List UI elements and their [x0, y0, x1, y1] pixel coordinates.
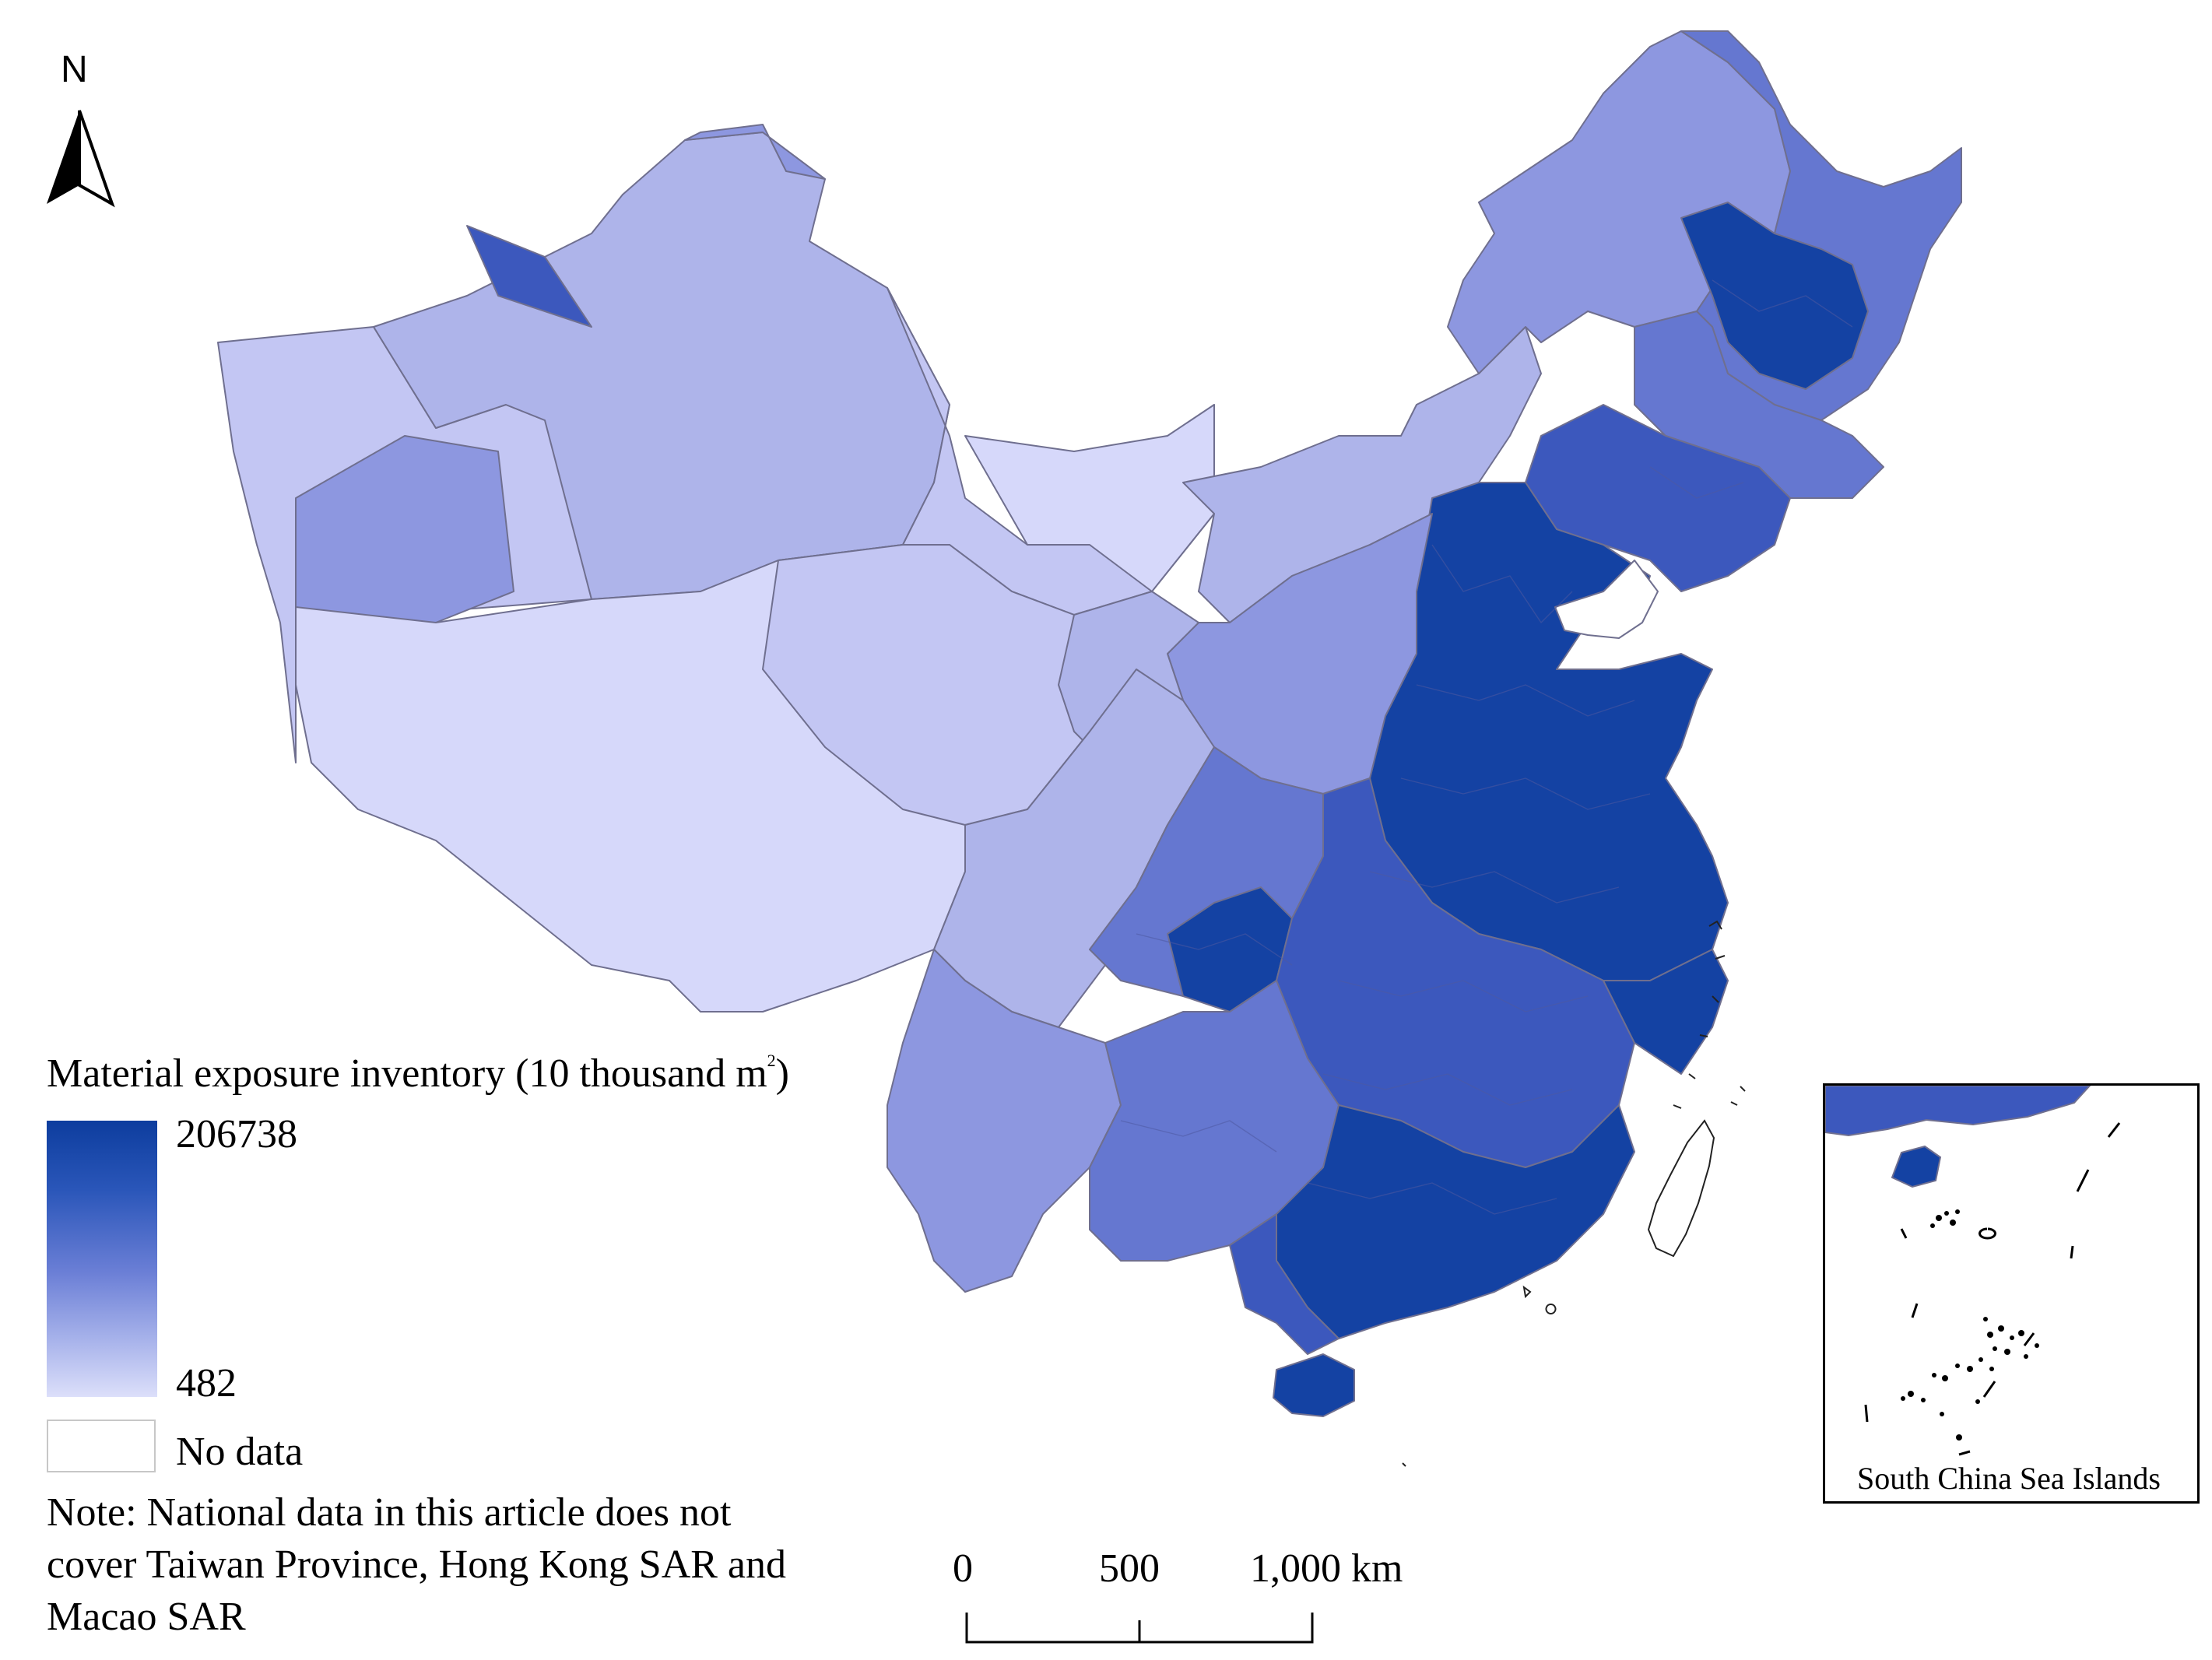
- legend-nodata-label: No data: [176, 1430, 304, 1474]
- region-inner-mongolia-central: [1182, 326, 1542, 623]
- south-china-sea-inset: [1823, 1083, 2200, 1504]
- region-layer: [217, 30, 1962, 1417]
- scale-label-500: 500: [1099, 1546, 1160, 1591]
- prefecture-boundary-1: [1416, 684, 1635, 717]
- prefecture-boundary-10: [1649, 466, 1744, 499]
- legend-gradient-bar: [47, 1121, 157, 1397]
- legend-nodata-swatch: [47, 1420, 156, 1472]
- coastline-layer: [1402, 920, 1746, 1467]
- prefecture-boundary-6: [1307, 1182, 1557, 1215]
- scale-label-1000: 1,000 km: [1250, 1546, 1403, 1591]
- prefecture-boundary-2: [1400, 777, 1651, 810]
- prefecture-boundary-7: [1136, 933, 1293, 966]
- inset-map: [1825, 1086, 2121, 1456]
- map-note: Note: National data in this article does…: [47, 1490, 787, 1639]
- north-arrow-icon: [47, 110, 115, 208]
- scale-label-0: 0: [953, 1546, 973, 1591]
- inset-label: South China Sea Islands: [1857, 1461, 2161, 1496]
- prefecture-boundary-8: [1120, 1120, 1277, 1153]
- scale-bar: [965, 1613, 1314, 1644]
- region-guangdong-west: [1229, 1213, 1339, 1355]
- region-yangtze-delta: [1603, 949, 1729, 1075]
- region-heilongjiang-core: [1680, 202, 1869, 390]
- east-coast-islands: [1673, 920, 1726, 1109]
- taiwan-outline: [1647, 1119, 1715, 1258]
- prefecture-boundary-4: [1338, 980, 1589, 1012]
- north-label: N: [61, 49, 88, 90]
- prefecture-boundary-3: [1369, 871, 1620, 904]
- legend-min-label: 482: [176, 1361, 237, 1406]
- prefecture-boundary-5: [1322, 1073, 1573, 1106]
- region-yunnan: [887, 949, 1122, 1293]
- region-xinjiang-altay: [684, 124, 826, 180]
- legend-title: Material exposure inventory (10 thousand…: [47, 1051, 789, 1096]
- legend-max-label: 206738: [176, 1112, 297, 1156]
- prefecture-boundary-0: [1431, 544, 1573, 623]
- region-hainan: [1273, 1353, 1355, 1417]
- small-islands: [1402, 1086, 1746, 1467]
- bohai-sea: [1554, 560, 1659, 639]
- prefecture-boundary-9: [1712, 279, 1853, 328]
- region-xinjiang-ili: [466, 225, 592, 328]
